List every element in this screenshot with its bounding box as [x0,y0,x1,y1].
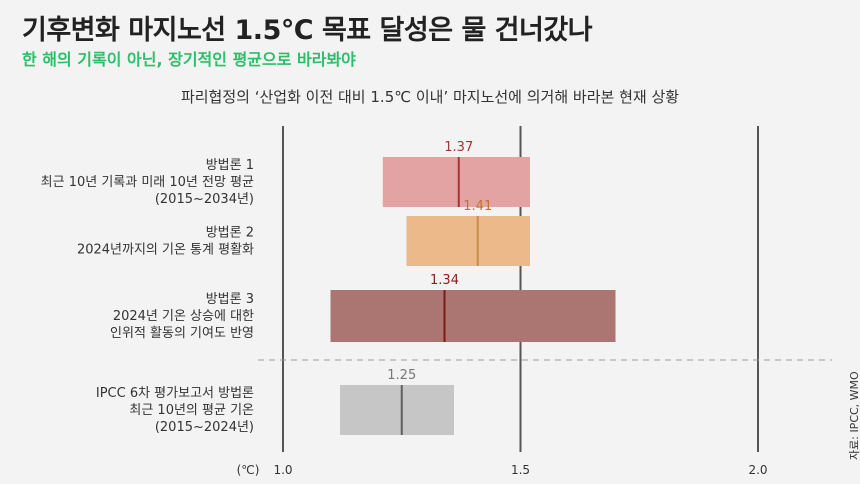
x-tick-label: 2.0 [748,463,767,477]
page-subtitle: 한 해의 기록이 아닌, 장기적인 평균으로 바라봐야 [22,50,356,69]
range-bar [382,157,530,207]
row-label-line: 인위적 활동의 기여도 반영 [110,326,254,341]
row-labels: 방법론 1 최근 10년 기록과 미래 10년 전망 평균 (2015~2034년)… [41,158,254,435]
row-label-line: (2015~2034년) [155,192,254,207]
row-label: 방법론 2 2024년까지의 기온 통계 평활화 [77,226,254,258]
x-tick-label: 1.0 [273,463,292,477]
unit-label: (℃) [237,463,260,477]
x-tick-label: 1.5 [511,463,530,477]
x-axis: 1.0 1.5 2.0 (℃) [237,463,768,477]
row-label: 방법론 1 최근 10년 기록과 미래 10년 전망 평균 (2015~2034년) [41,158,254,207]
range-bars: 1.37 1.41 1.34 1.25 [330,140,616,435]
row-label-line: 2024년 기온 상승에 대한 [113,309,254,324]
central-value-label: 1.34 [430,273,459,288]
row-label-line: 최근 10년의 평균 기온 [129,403,254,418]
row-label-line: 방법론 2 [206,226,254,241]
central-value-label: 1.37 [444,140,473,155]
row-label-line: (2015~2024년) [155,420,254,435]
row-label-line: 2024년까지의 기온 통계 평활화 [77,243,254,258]
gridlines [258,126,832,452]
range-bar [330,290,616,342]
row-label-line: 방법론 3 [206,292,254,307]
chart-caption: 파리협정의 ‘산업화 이전 대비 1.5℃ 이내’ 마지노선에 의거해 바라본 … [180,88,680,106]
page-title: 기후변화 마지노선 1.5℃ 목표 달성은 물 건너갔나 [22,15,593,46]
row-label-line: IPCC 6차 평가보고서 방법론 [96,386,254,401]
range-bar [340,385,454,435]
row-label-line: 방법론 1 [206,158,254,173]
row-label-line: 최근 10년 기록과 미래 10년 전망 평균 [41,175,254,190]
range-bar [406,216,530,266]
central-value-label: 1.41 [463,199,492,214]
central-value-label: 1.25 [387,368,416,383]
